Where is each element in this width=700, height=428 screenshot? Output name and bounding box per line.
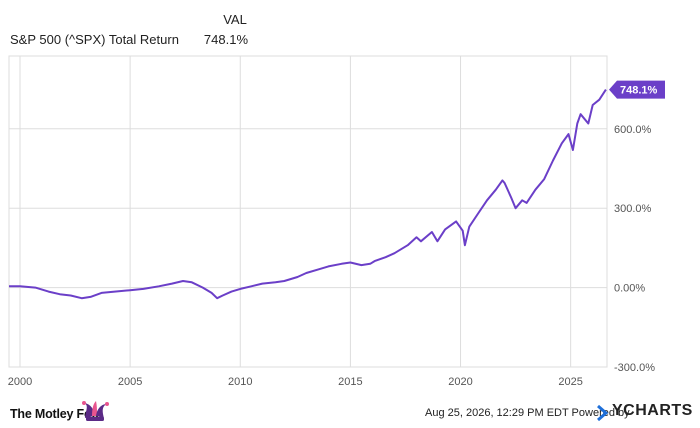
- ycharts-wordmark: YCHARTS: [612, 402, 693, 419]
- y-tick-label: 600.0%: [614, 124, 652, 136]
- y-tick-label: 300.0%: [614, 203, 652, 215]
- y-tick-label: -300.0%: [614, 362, 655, 374]
- end-value-flag: [609, 80, 665, 99]
- x-tick-label: 2015: [338, 376, 362, 388]
- motley-fool-brand: The Motley Fool: [10, 407, 103, 421]
- ycharts-logo[interactable]: YCHARTS: [596, 401, 696, 423]
- legend-column-header: VAL: [223, 12, 247, 27]
- x-tick-label: 2020: [448, 376, 472, 388]
- x-tick-label: 2005: [118, 376, 142, 388]
- legend-series-name: S&P 500 (^SPX) Total Return: [10, 32, 179, 47]
- timestamp-note: Aug 25, 2026, 12:29 PM EDT Powered by: [425, 407, 630, 419]
- series-line: [9, 89, 607, 300]
- jester-hat-icon: [82, 401, 109, 421]
- x-tick-label: 2010: [228, 376, 252, 388]
- legend-series-value: 748.1%: [203, 32, 248, 47]
- motley-fool-logo[interactable]: The Motley Fool: [10, 400, 130, 424]
- ycharts-chevron-icon: [597, 404, 609, 422]
- footer: The Motley Fool Aug 25, 2026, 12:29 PM E…: [0, 398, 700, 428]
- x-tick-label: 2025: [558, 376, 582, 388]
- plot-frame: [8, 55, 608, 368]
- end-value-label: 748.1%: [620, 85, 658, 97]
- y-tick-label: 0.00%: [614, 283, 645, 295]
- x-tick-label: 2000: [8, 376, 32, 388]
- legend-row: S&P 500 (^SPX) Total Return 748.1%: [10, 32, 250, 48]
